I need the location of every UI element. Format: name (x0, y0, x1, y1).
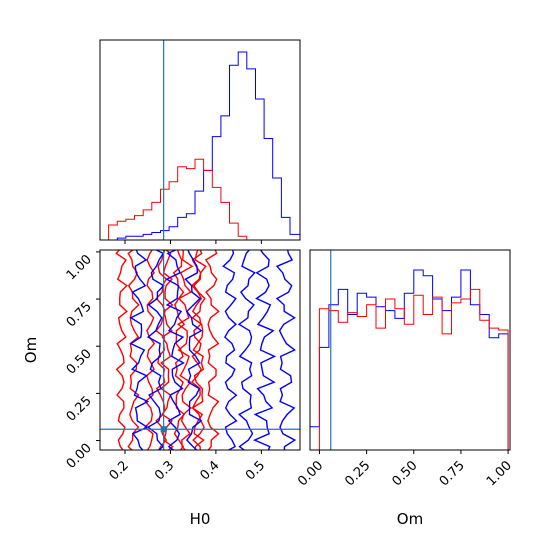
tick-label-h0: 0.4 (198, 458, 223, 483)
truth-marker (160, 426, 167, 433)
contour-blue-8 (252, 250, 297, 450)
marginal-h0-frame (99, 39, 301, 241)
marginal-om-panel: 0.00 0.25 0.50 0.75 1.00 (295, 249, 515, 489)
contour-blue-5 (129, 250, 165, 450)
marginal-om-data (310, 269, 510, 450)
tick-label-h0: 0.2 (107, 458, 132, 483)
tick-label-h0: 0.5 (243, 458, 268, 483)
tick-label-om-y: 0.75 (64, 299, 95, 330)
marginal-h0-data (100, 51, 300, 240)
tick-label-om-y: 1.00 (64, 252, 95, 283)
x-axis-label-h0: H0 (190, 510, 211, 528)
tick-label-om-x: 0.75 (437, 458, 468, 489)
contour-red-0 (115, 250, 140, 450)
contour-blue-6 (165, 250, 203, 450)
joint-h0-om-panel: 0.2 0.3 0.4 0.5 0.00 0.25 0.50 0.75 1.00 (64, 249, 301, 483)
marginal-h0-panel (99, 39, 301, 244)
tick-label-om-y: 0.00 (64, 441, 95, 472)
marginal-om-frame (309, 249, 511, 451)
x-axis-label-om: Om (397, 510, 423, 528)
tick-label-h0: 0.3 (152, 458, 177, 483)
y-axis-label-om: Om (22, 337, 40, 363)
joint-h0-om-data (115, 250, 297, 450)
histogram-h0-series-blue (100, 51, 300, 240)
tick-label-om-x: 0.00 (295, 458, 326, 489)
tick-label-om-y: 0.50 (64, 346, 95, 377)
contour-red-3 (176, 250, 207, 450)
histogram-h0-series-red (100, 158, 300, 240)
contour-blue-7 (222, 250, 256, 450)
tick-label-om-x: 0.50 (390, 458, 421, 489)
contour-red-4 (190, 250, 220, 450)
histogram-om-series-red (310, 288, 510, 450)
tick-label-om-x: 1.00 (484, 458, 515, 489)
tick-label-om-x: 0.25 (342, 458, 373, 489)
joint-frame (99, 249, 301, 451)
tick-label-om-y: 0.25 (64, 394, 95, 425)
